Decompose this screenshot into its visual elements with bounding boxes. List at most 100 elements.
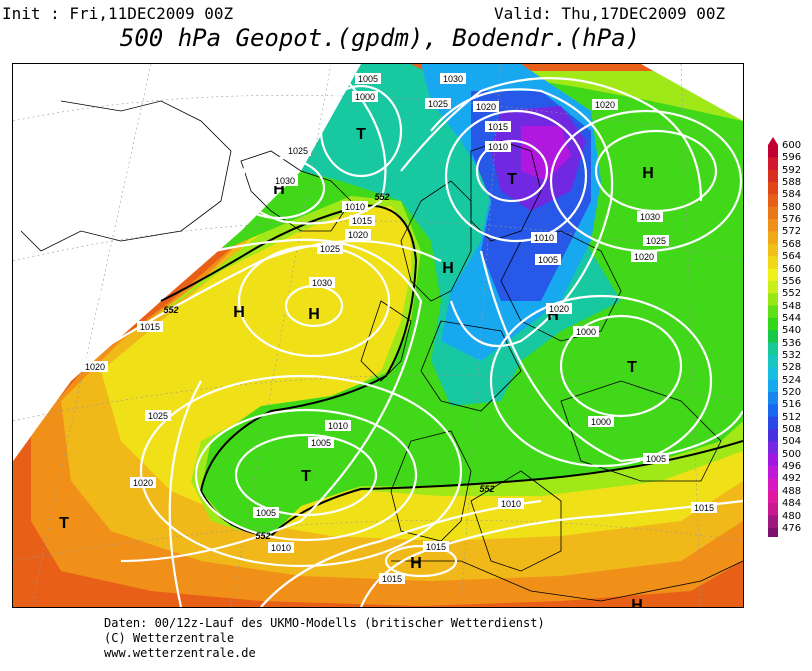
isobar-label: 1010 — [531, 232, 557, 243]
isobar-label: 1015 — [485, 121, 511, 132]
valid-time: Valid: Thu,17DEC2009 00Z — [494, 4, 726, 23]
isobar-label: 1020 — [345, 229, 371, 240]
svg-text:1015: 1015 — [694, 503, 714, 513]
legend-swatch — [768, 367, 778, 381]
legend-tick-label: 488 — [782, 485, 802, 497]
low-pressure-marker: T — [356, 126, 366, 143]
isobar-label: 1025 — [145, 410, 171, 421]
contour-552 — [160, 204, 743, 538]
outside-domain-top-right — [641, 64, 743, 121]
color-legend-bar — [768, 137, 778, 549]
svg-text:1015: 1015 — [426, 542, 446, 552]
svg-text:1010: 1010 — [501, 499, 521, 509]
legend-swatch — [768, 293, 778, 307]
isobar-label: 1010 — [485, 141, 511, 152]
legend-swatch — [768, 527, 778, 541]
legend-swatch — [768, 354, 778, 368]
svg-text:1025: 1025 — [148, 411, 168, 421]
legend-tick-label: 476 — [782, 522, 802, 534]
footer-data-source: Daten: 00/12z-Lauf des UKMO-Modells (bri… — [104, 616, 545, 630]
low-pressure-marker: T — [507, 171, 517, 188]
contour-label: 552 — [255, 531, 270, 541]
footer-website: www.wetterzentrale.de — [104, 646, 256, 660]
legend-tick-label: 536 — [782, 337, 802, 349]
svg-text:1015: 1015 — [488, 122, 508, 132]
legend-swatch — [768, 268, 778, 282]
isobar-label: 1020 — [631, 251, 657, 262]
legend-swatch — [768, 145, 778, 158]
legend-swatch — [768, 342, 778, 356]
svg-text:1000: 1000 — [576, 327, 596, 337]
high-pressure-marker: H — [642, 165, 654, 182]
legend-tick-label: 600 — [782, 140, 802, 151]
isobar-label: 1005 — [355, 73, 381, 84]
isobar-label: 1015 — [349, 215, 375, 226]
legend-swatch — [768, 194, 778, 208]
high-pressure-marker: H — [410, 555, 422, 572]
isobar-label: 1020 — [130, 477, 156, 488]
legend-tick-label: 484 — [782, 498, 802, 510]
svg-text:1030: 1030 — [275, 176, 295, 186]
legend-swatch — [768, 478, 778, 492]
legend-tick-label: 492 — [782, 473, 802, 485]
legend-tick-label: 576 — [782, 214, 802, 226]
svg-text:1010: 1010 — [328, 421, 348, 431]
legend-tick-label: 524 — [782, 374, 802, 386]
legend-tick-label: 548 — [782, 300, 802, 312]
legend-tick-label: 532 — [782, 349, 802, 361]
svg-text:1005: 1005 — [538, 255, 558, 265]
legend-tick-label: 496 — [782, 461, 802, 473]
legend-tick-label: 588 — [782, 177, 802, 189]
legend-tick-label: 480 — [782, 510, 802, 522]
legend-swatch — [768, 515, 778, 529]
legend-swatch — [768, 280, 778, 294]
low-pressure-marker: T — [301, 468, 311, 485]
legend-tick-label: 592 — [782, 164, 802, 176]
svg-text:1005: 1005 — [256, 508, 276, 518]
svg-text:1025: 1025 — [646, 236, 666, 246]
svg-text:1030: 1030 — [443, 74, 463, 84]
legend-tick-label: 580 — [782, 201, 802, 213]
legend-tick-label: 512 — [782, 411, 802, 423]
isobar-label: 1000 — [352, 91, 378, 102]
isobar-label: 1030 — [440, 73, 466, 84]
legend-tick-label: 508 — [782, 424, 802, 436]
isobar-label: 1025 — [425, 98, 451, 109]
isobar-label: 1015 — [137, 321, 163, 332]
contour-labels: 552 552 552 552 — [163, 192, 494, 541]
legend-swatch — [768, 317, 778, 331]
isobar-label: 1010 — [498, 498, 524, 509]
svg-text:1005: 1005 — [358, 74, 378, 84]
svg-text:1010: 1010 — [345, 202, 365, 212]
svg-text:1015: 1015 — [352, 216, 372, 226]
svg-text:1005: 1005 — [646, 454, 666, 464]
contour-label: 552 — [479, 484, 494, 494]
contour-label: 552 — [374, 192, 389, 202]
legend-swatch — [768, 404, 778, 418]
isobar-label: 1005 — [308, 437, 334, 448]
isobar-label: 1010 — [268, 542, 294, 553]
svg-text:1010: 1010 — [271, 543, 291, 553]
svg-text:1020: 1020 — [133, 478, 153, 488]
fill-532 — [301, 64, 621, 406]
svg-text:1020: 1020 — [348, 230, 368, 240]
high-pressure-marker: H — [631, 597, 643, 607]
isobar-label: 1025 — [285, 145, 311, 156]
svg-text:1020: 1020 — [595, 100, 615, 110]
legend-tick-label: 552 — [782, 288, 802, 300]
isobar-label: 1005 — [643, 453, 669, 464]
svg-text:1020: 1020 — [85, 362, 105, 372]
legend-swatch — [768, 182, 778, 195]
legend-arrow-top — [768, 137, 778, 145]
isobar-label: 1005 — [253, 507, 279, 518]
isobar-label: 1015 — [423, 541, 449, 552]
isobar-label: 1030 — [272, 175, 298, 186]
high-pressure-marker: H — [233, 304, 245, 321]
geopotential-fill — [13, 64, 743, 607]
legend-swatch — [768, 219, 778, 232]
svg-text:1025: 1025 — [288, 146, 308, 156]
legend-swatch — [768, 256, 778, 269]
legend-tick-label: 504 — [782, 436, 802, 448]
high-pressure-marker: H — [442, 260, 454, 277]
